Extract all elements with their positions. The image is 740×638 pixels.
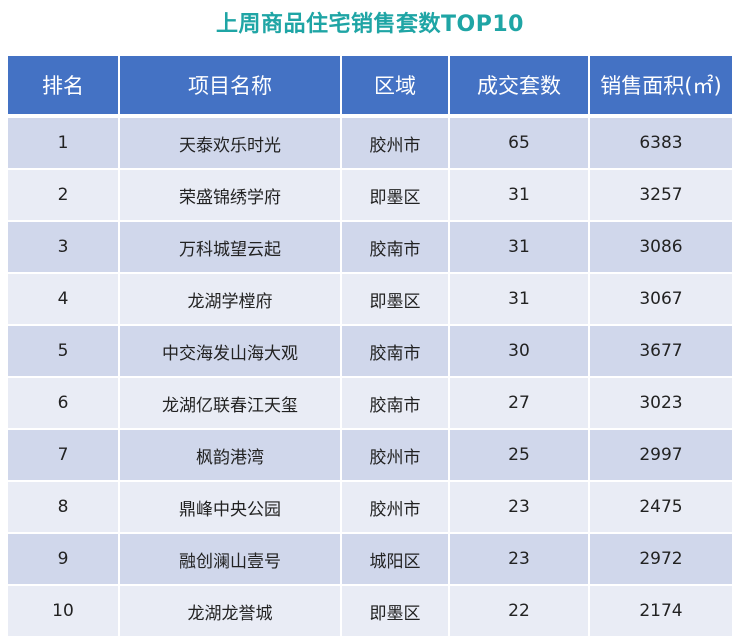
cell-rank: 8 [8, 482, 120, 534]
cell-project-name: 中交海发山海大观 [120, 326, 342, 378]
table-row: 5 中交海发山海大观 胶南市 30 3677 [8, 326, 732, 378]
sales-ranking-table: 排名 项目名称 区域 成交套数 销售面积(㎡) 1 天泰欢乐时光 胶州市 65 … [8, 56, 732, 638]
cell-district: 城阳区 [342, 534, 450, 586]
table-header-row: 排名 项目名称 区域 成交套数 销售面积(㎡) [8, 56, 732, 118]
cell-rank: 7 [8, 430, 120, 482]
cell-project-name: 龙湖龙誉城 [120, 586, 342, 638]
cell-sales-area: 6383 [590, 118, 732, 170]
header-sales-area: 销售面积(㎡) [590, 56, 732, 118]
cell-units-sold: 30 [450, 326, 590, 378]
cell-district: 胶南市 [342, 326, 450, 378]
cell-units-sold: 27 [450, 378, 590, 430]
cell-district: 胶南市 [342, 222, 450, 274]
cell-project-name: 龙湖学樘府 [120, 274, 342, 326]
cell-units-sold: 23 [450, 482, 590, 534]
cell-project-name: 鼎峰中央公园 [120, 482, 342, 534]
cell-rank: 9 [8, 534, 120, 586]
cell-rank: 10 [8, 586, 120, 638]
page-title: 上周商品住宅销售套数TOP10 [216, 12, 524, 37]
cell-project-name: 龙湖亿联春江天玺 [120, 378, 342, 430]
cell-sales-area: 3257 [590, 170, 732, 222]
table-row: 8 鼎峰中央公园 胶州市 23 2475 [8, 482, 732, 534]
cell-units-sold: 31 [450, 222, 590, 274]
cell-district: 胶南市 [342, 378, 450, 430]
cell-rank: 4 [8, 274, 120, 326]
cell-rank: 6 [8, 378, 120, 430]
header-units-sold: 成交套数 [450, 56, 590, 118]
table-row: 9 融创澜山壹号 城阳区 23 2972 [8, 534, 732, 586]
header-district: 区域 [342, 56, 450, 118]
cell-district: 胶州市 [342, 482, 450, 534]
cell-units-sold: 23 [450, 534, 590, 586]
cell-rank: 1 [8, 118, 120, 170]
cell-units-sold: 31 [450, 170, 590, 222]
cell-sales-area: 3067 [590, 274, 732, 326]
cell-sales-area: 3677 [590, 326, 732, 378]
cell-project-name: 天泰欢乐时光 [120, 118, 342, 170]
cell-project-name: 荣盛锦绣学府 [120, 170, 342, 222]
cell-district: 胶州市 [342, 118, 450, 170]
table-row: 3 万科城望云起 胶南市 31 3086 [8, 222, 732, 274]
table-row: 1 天泰欢乐时光 胶州市 65 6383 [8, 118, 732, 170]
cell-rank: 3 [8, 222, 120, 274]
cell-district: 即墨区 [342, 274, 450, 326]
cell-district: 即墨区 [342, 586, 450, 638]
cell-project-name: 枫韵港湾 [120, 430, 342, 482]
cell-units-sold: 25 [450, 430, 590, 482]
table-row: 4 龙湖学樘府 即墨区 31 3067 [8, 274, 732, 326]
cell-project-name: 融创澜山壹号 [120, 534, 342, 586]
cell-project-name: 万科城望云起 [120, 222, 342, 274]
table-row: 10 龙湖龙誉城 即墨区 22 2174 [8, 586, 732, 638]
cell-sales-area: 3086 [590, 222, 732, 274]
header-project-name: 项目名称 [120, 56, 342, 118]
cell-sales-area: 2475 [590, 482, 732, 534]
cell-sales-area: 2997 [590, 430, 732, 482]
cell-sales-area: 2972 [590, 534, 732, 586]
cell-sales-area: 2174 [590, 586, 732, 638]
cell-district: 即墨区 [342, 170, 450, 222]
cell-rank: 5 [8, 326, 120, 378]
cell-units-sold: 22 [450, 586, 590, 638]
table-row: 7 枫韵港湾 胶州市 25 2997 [8, 430, 732, 482]
table-row: 2 荣盛锦绣学府 即墨区 31 3257 [8, 170, 732, 222]
cell-rank: 2 [8, 170, 120, 222]
table-row: 6 龙湖亿联春江天玺 胶南市 27 3023 [8, 378, 732, 430]
cell-sales-area: 3023 [590, 378, 732, 430]
cell-district: 胶州市 [342, 430, 450, 482]
cell-units-sold: 65 [450, 118, 590, 170]
header-rank: 排名 [8, 56, 120, 118]
cell-units-sold: 31 [450, 274, 590, 326]
